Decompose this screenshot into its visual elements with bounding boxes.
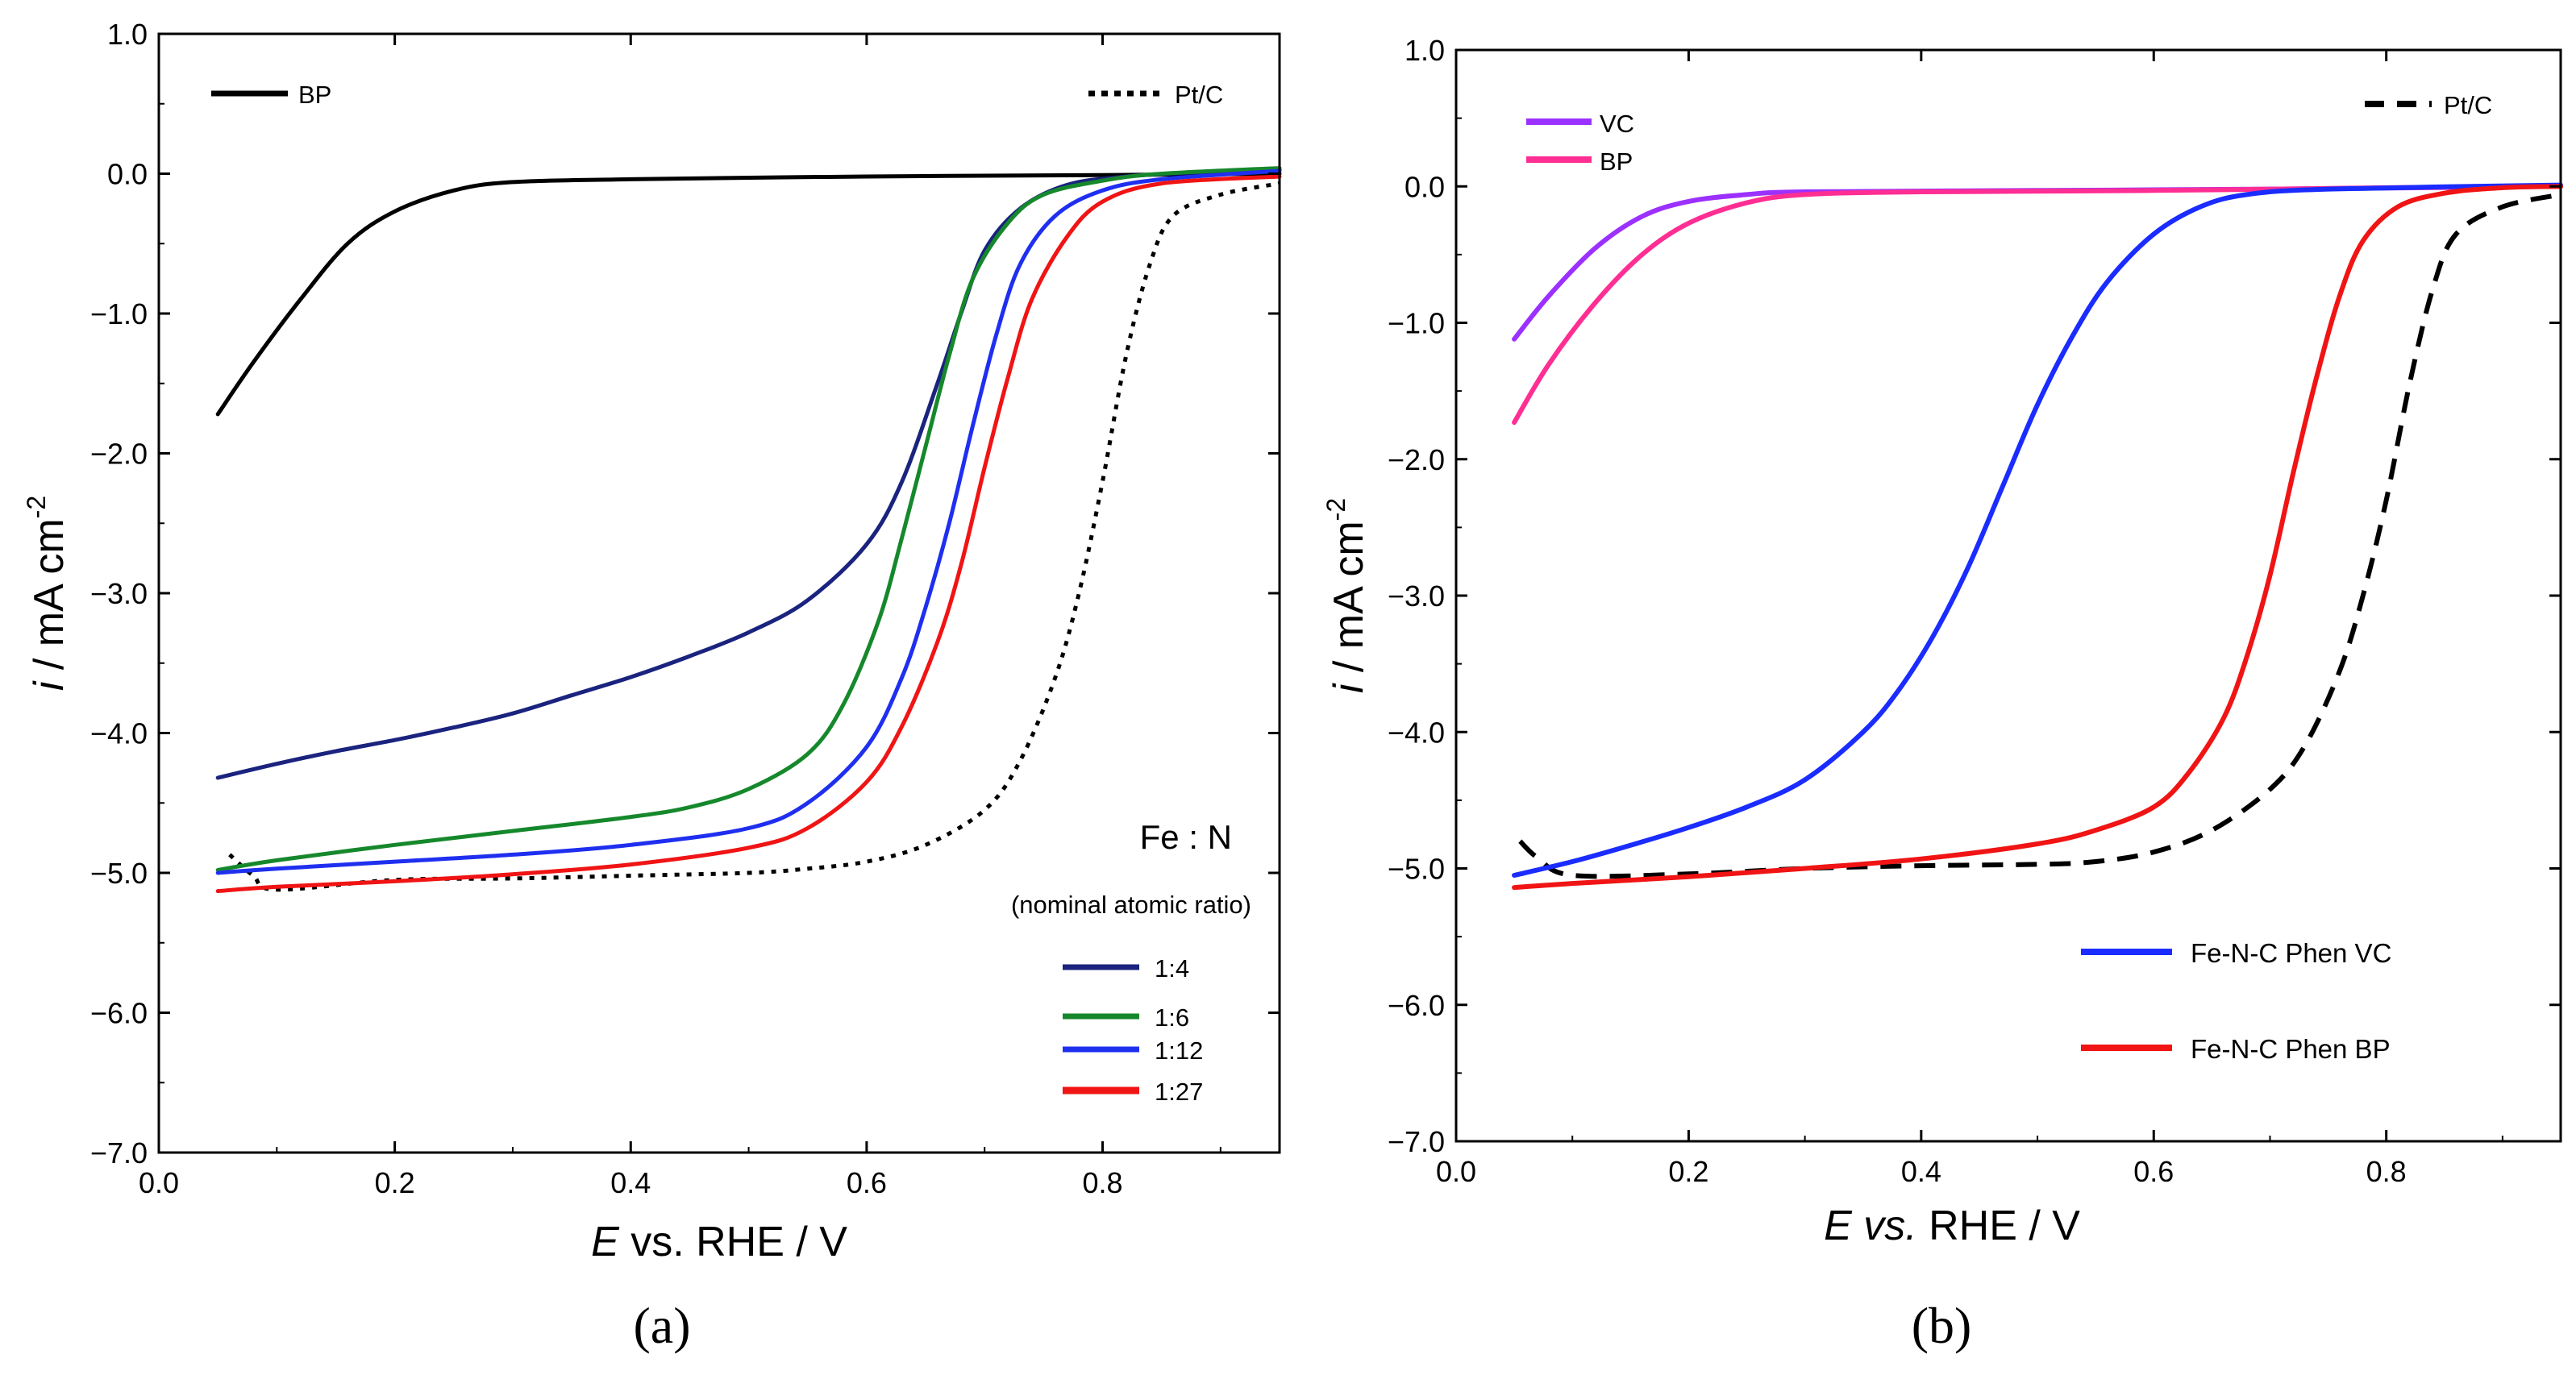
- panel-a-y-tick-label: −5.0: [90, 857, 148, 890]
- panel-b-y-tick-label: −6.0: [1388, 989, 1445, 1022]
- panel-a-y-tick-label: −6.0: [90, 997, 148, 1030]
- panel-a-fe-n-subtitle: (nominal atomic ratio): [1011, 891, 1251, 919]
- panel-a-x-tick-label: 0.0: [139, 1166, 179, 1199]
- panel-b-x-axis-label: E vs. RHE / V: [1824, 1203, 2080, 1249]
- panel-b-y-tick-label: −3.0: [1388, 579, 1445, 613]
- panel-a-legend-ptc-label: Pt/C: [1175, 81, 1223, 109]
- panel-b-x-tick-label: 0.6: [2133, 1155, 2174, 1188]
- panel-a-chart: 0.0 0.2 0.4 0.6 0.8 1.0 0.0 −1.0 −2.0 −3.0 −4.0 −5.…: [22, 18, 1282, 1265]
- panel-a-axis-ticks: 0.0 0.2 0.4 0.6 0.8 1.0 0.0 −1.0 −2.0 −3.0 −4.0 −5.…: [90, 18, 1280, 1199]
- panel-b-x-tick-label: 0.4: [1901, 1155, 1941, 1188]
- panel-a-fe-n-title: Fe : N: [1140, 818, 1232, 856]
- panel-b-legend-ptc-label: Pt/C: [2444, 91, 2492, 119]
- panel-b-legend-fenc-vc-label: Fe-N-C Phen VC: [2191, 938, 2391, 968]
- panel-a-series-pt-c: [228, 181, 1280, 892]
- panel-a-y-tick-label: −2.0: [90, 438, 148, 471]
- panel-b-axis-ticks: 0.0 0.2 0.4 0.6 0.8 1.0 0.0 −1.0 −2.0 −3.0 −4.0 −5.…: [1388, 34, 2561, 1188]
- panel-a-plot-frame: [157, 32, 1281, 1154]
- panel-a-legend-1-27-label: 1:27: [1155, 1078, 1203, 1106]
- panel-a-x-tick-label: 0.4: [610, 1166, 651, 1199]
- panel-a-caption: (a): [633, 1297, 690, 1354]
- panel-b-legend-bp-label: BP: [1600, 147, 1633, 176]
- panel-a-x-axis-label: E vs. RHE / V: [591, 1219, 847, 1265]
- panel-b-y-tick-label: 0.0: [1405, 170, 1445, 203]
- panel-b-series-vc: [1512, 184, 2563, 342]
- panel-b-y-tick-label: −5.0: [1388, 853, 1445, 886]
- panel-a-series-group: [215, 166, 1282, 894]
- panel-a-y-tick-label: −7.0: [90, 1136, 148, 1169]
- panel-a-series-1-6: [215, 166, 1282, 872]
- panel-b-series-fe-n-c-phen-vc: [1512, 182, 2563, 878]
- panel-a-series-1-4: [215, 167, 1282, 780]
- panel-a-legend-1-6-label: 1:6: [1155, 1003, 1189, 1032]
- panel-a-series-1-12: [215, 168, 1282, 875]
- panel-b-x-tick-label: 0.2: [1668, 1155, 1708, 1188]
- panel-b-y-axis-label: i / mA cm-2: [1321, 498, 1372, 693]
- panel-b-caption: (b): [1912, 1297, 1972, 1354]
- panel-a-legend-1-4-label: 1:4: [1155, 954, 1189, 982]
- panel-a-legend-bp-label: BP: [298, 81, 331, 109]
- panel-b-y-tick-label: −1.0: [1388, 307, 1445, 340]
- panel-a-y-tick-label: −1.0: [90, 297, 148, 330]
- panel-b-series-fe-n-c-phen-bp: [1512, 184, 2563, 891]
- panel-b-y-tick-label: −4.0: [1388, 716, 1445, 749]
- panel-b-series-bp: [1512, 184, 2563, 426]
- panel-b-x-tick-label: 0.0: [1436, 1155, 1476, 1188]
- panel-b-y-tick-label: 1.0: [1405, 34, 1445, 67]
- panel-a-y-tick-label: −3.0: [90, 577, 148, 610]
- panel-a-x-tick-label: 0.8: [1083, 1166, 1123, 1199]
- panel-b-legend-fenc-bp-label: Fe-N-C Phen BP: [2191, 1034, 2391, 1064]
- panel-b-series-group: [1512, 182, 2563, 891]
- panel-b-y-tick-label: −7.0: [1388, 1125, 1445, 1158]
- panel-a-y-axis-label: i / mA cm-2: [22, 496, 73, 691]
- panel-b-chart: 0.0 0.2 0.4 0.6 0.8 1.0 0.0 −1.0 −2.0 −3.0 −4.0 −5.…: [1321, 34, 2563, 1249]
- panel-a-x-tick-label: 0.2: [375, 1166, 415, 1199]
- panel-b-series-pt-c: [1518, 192, 2561, 879]
- panel-a-series-1-27: [215, 174, 1282, 894]
- panel-a-y-tick-label: 1.0: [107, 18, 148, 51]
- panel-b-legend-vc-label: VC: [1600, 110, 1634, 138]
- panel-b-y-tick-label: −2.0: [1388, 443, 1445, 476]
- panel-a-y-tick-label: 0.0: [107, 158, 148, 191]
- panel-a-x-tick-label: 0.6: [847, 1166, 887, 1199]
- panel-b-plot-frame: [1454, 48, 2562, 1143]
- panel-a-series-bp: [215, 172, 1282, 417]
- panel-a-y-tick-label: −4.0: [90, 717, 148, 750]
- panel-a-legend-1-12-label: 1:12: [1155, 1036, 1203, 1065]
- panel-b-x-tick-label: 0.8: [2366, 1155, 2407, 1188]
